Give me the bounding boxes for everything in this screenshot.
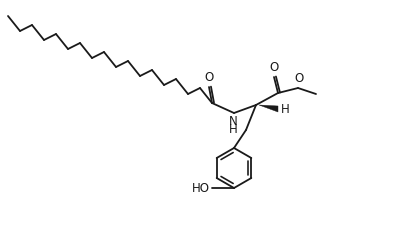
- Text: O: O: [294, 72, 304, 85]
- Polygon shape: [259, 105, 278, 112]
- Text: H: H: [281, 103, 290, 116]
- Text: H: H: [229, 123, 237, 136]
- Text: HO: HO: [192, 182, 210, 194]
- Text: O: O: [204, 71, 214, 84]
- Text: O: O: [270, 61, 279, 74]
- Text: N: N: [229, 115, 237, 128]
